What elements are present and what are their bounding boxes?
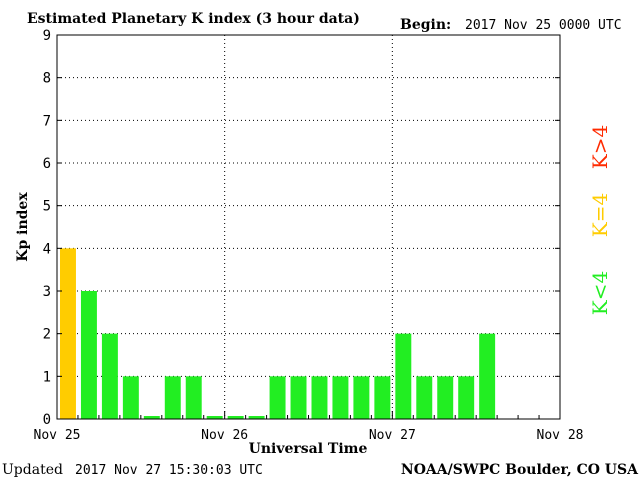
begin-value: 2017 Nov 25 0000 UTC [465, 18, 622, 33]
kp-bar [416, 376, 433, 419]
y-tick-label: 6 [43, 156, 51, 172]
x-tick-label: Nov 28 [537, 428, 584, 443]
y-tick-label: 5 [43, 199, 51, 215]
bars [60, 248, 496, 419]
kp-bar [458, 376, 475, 419]
kp-bar [122, 376, 139, 419]
x-axis-label: Universal Time [249, 441, 368, 457]
source-credit: NOAA/SWPC Boulder, CO USA [401, 462, 639, 478]
kp-bar [164, 376, 181, 419]
kp-bar [269, 376, 286, 419]
kp-bar [143, 416, 160, 419]
y-tick-label: 1 [43, 369, 51, 385]
updated-label: Updated [2, 462, 63, 478]
kp-bar [80, 291, 97, 419]
legend-label: K=4 [588, 193, 612, 237]
kp-bar [332, 376, 349, 419]
kp-bar [395, 333, 412, 419]
kp-bar [206, 416, 223, 419]
x-tick-label: Nov 25 [34, 428, 81, 443]
legend-label: K>4 [588, 125, 612, 169]
color-legend: K>4 K=4 K<4 [588, 125, 612, 315]
kp-bar [311, 376, 328, 419]
grid-lines [57, 35, 560, 419]
x-tick-label: Nov 27 [369, 428, 416, 443]
kp-bar [437, 376, 454, 419]
y-tick-label: 8 [43, 71, 51, 87]
kp-bar [374, 376, 391, 419]
kp-bar [479, 333, 496, 419]
chart-title: Estimated Planetary K index (3 hour data… [27, 11, 360, 27]
kp-bar [248, 416, 265, 419]
y-tick-label: 7 [43, 113, 51, 129]
y-tick-label: 4 [43, 241, 51, 257]
y-axis-label: Kp index [15, 192, 31, 262]
kp-bar [227, 416, 244, 419]
begin-label: Begin: [400, 17, 451, 33]
y-tick-label: 2 [43, 327, 51, 343]
x-tick-label: Nov 26 [201, 428, 248, 443]
axis-ticks: 0 1 2 3 4 5 6 7 8 9 Nov 25 Nov 26 Nov 27 Nov 28 [34, 28, 584, 443]
legend-label: K<4 [588, 271, 612, 315]
kp-bar [60, 248, 76, 419]
kp-bar [353, 376, 370, 419]
y-tick-label: 3 [43, 284, 51, 300]
kp-bar [185, 376, 202, 419]
kp-bar [101, 333, 118, 419]
updated-value: 2017 Nov 27 15:30:03 UTC [75, 463, 263, 478]
y-tick-label: 9 [43, 28, 51, 44]
kp-bar [290, 376, 307, 419]
y-tick-label: 0 [43, 412, 51, 428]
